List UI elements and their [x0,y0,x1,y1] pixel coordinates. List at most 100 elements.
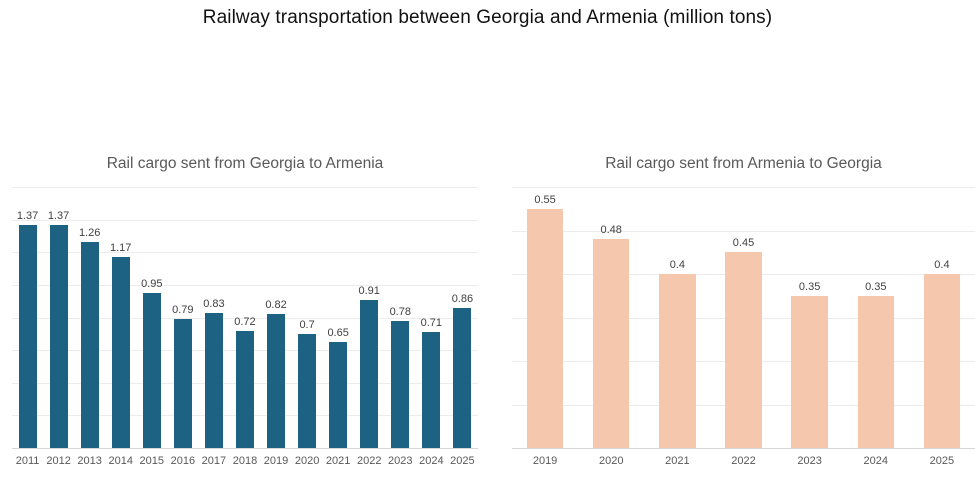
bar-group: 0.72 [229,187,260,448]
bar-group: 0.4 [644,187,710,448]
bar [453,307,472,448]
x-axis-label: 2023 [797,455,822,467]
plot-area: 1.37 1.37 1.26 1.17 0.95 0.79 0.83 0.72 0.82 0.7 0… [12,187,478,449]
bar-value-label: 1.37 [47,209,70,222]
bar [923,274,961,448]
bar-value-label: 0.82 [265,299,287,312]
bar-value-label: 0.4 [669,259,685,271]
x-axis-label: 2013 [77,455,102,467]
chart-armenia-to-georgia: Rail cargo sent from Armenia to Georgia … [512,140,975,467]
bar [80,242,99,448]
bar [391,320,410,448]
bar-group: 0.79 [167,187,198,448]
bar-value-label: 0.72 [234,315,256,328]
gridline [12,187,478,188]
x-axis-label: 2024 [419,455,444,467]
bar-value-label: 0.78 [389,305,411,318]
x-axis-label: 2011 [15,455,40,467]
gridline [12,252,478,254]
bar-value-label: 1.37 [16,209,39,222]
x-axis-label: 2020 [598,455,624,467]
bar-value-label: 1.26 [78,227,101,240]
bar-group: 1.17 [105,187,136,448]
bar-group: 0.95 [136,187,167,448]
bar-group: 0.35 [777,187,843,448]
bar [173,319,192,448]
bar-value-label: 0.65 [327,326,349,339]
x-axis-label: 2016 [170,455,196,467]
x-axis: 2011 2012 2013 2014 2015 2016 2017 2018 2019 2020… [12,455,478,467]
bar-group: 0.48 [578,187,644,448]
bar [49,224,68,448]
chart-georgia-to-armenia: Rail cargo sent from Georgia to Armenia … [12,140,478,467]
bar-group: 0.82 [261,187,292,448]
page-title: Railway transportation between Georgia a… [202,7,773,28]
bar-value-label: 0.4 [934,259,950,271]
bar [857,295,894,448]
x-axis-label: 2019 [263,455,289,467]
bar [659,274,696,448]
bar [298,333,317,448]
bar-value-label: 0.79 [172,304,194,317]
bar-value-label: 0.95 [141,278,163,291]
bar [18,224,37,448]
bar [329,341,348,448]
bar [791,295,828,448]
gridline [512,187,975,188]
bar-group: 0.71 [416,187,447,448]
x-axis-label: 2020 [294,455,320,467]
x-axis-label: 2012 [46,455,71,467]
bars-row: 0.55 0.48 0.4 0.45 0.35 0.35 0.4 [512,187,975,448]
bar-value-label: 0.83 [203,297,225,310]
bar [422,332,441,448]
x-axis-label: 2023 [388,455,413,467]
chart-title: Rail cargo sent from Georgia to Armenia [106,154,384,172]
bar-group: 0.65 [323,187,354,448]
bar [267,314,286,448]
bar [526,208,564,448]
bar [111,257,130,448]
bar [142,293,161,448]
bar [725,252,762,448]
bar-value-label: 0.55 [534,193,556,206]
gridline [512,230,975,232]
bar-value-label: 0.71 [420,317,443,330]
bar-value-label: 0.7 [299,318,315,331]
bar [593,239,630,448]
bar-value-label: 0.35 [865,280,887,293]
x-axis-label: 2022 [731,455,756,467]
x-axis-label: 2017 [201,455,227,467]
x-axis-label: 2021 [665,455,690,467]
gridline [12,219,478,221]
bar-group: 1.26 [74,187,105,448]
gridline [12,284,478,286]
bar [204,312,223,448]
bar-group: 1.37 [12,187,43,448]
plot-area: 0.55 0.48 0.4 0.45 0.35 0.35 0.4 [512,187,975,449]
bar-value-label: 0.86 [451,292,474,305]
x-axis-label: 2021 [325,455,351,467]
bar-group: 0.45 [710,187,776,448]
bar-group: 0.55 [512,187,578,448]
x-axis-label: 2018 [232,455,258,467]
bar-group: 0.4 [909,187,975,448]
x-axis-label: 2025 [450,455,475,467]
x-axis-label: 2024 [863,455,889,467]
bar-group: 1.37 [43,187,74,448]
bar-value-label: 0.48 [600,224,622,237]
bar-value-label: 0.45 [732,237,755,250]
x-axis-label: 2019 [532,455,558,467]
bar-group: 0.7 [292,187,323,448]
bar-group: 0.86 [447,187,478,448]
x-axis-label: 2025 [929,455,955,467]
bar-group: 0.83 [198,187,229,448]
x-axis-label: 2022 [356,455,382,467]
bar-value-label: 0.91 [358,284,380,297]
chart-title: Rail cargo sent from Armenia to Georgia [605,154,882,172]
bar-group: 0.91 [354,187,385,448]
x-axis-label: 2015 [139,455,165,467]
bar-value-label: 0.35 [798,280,821,293]
x-axis-label: 2014 [108,455,133,467]
bar [360,299,379,448]
x-axis: 2019 2020 2021 2022 2023 2024 2025 [512,455,975,467]
